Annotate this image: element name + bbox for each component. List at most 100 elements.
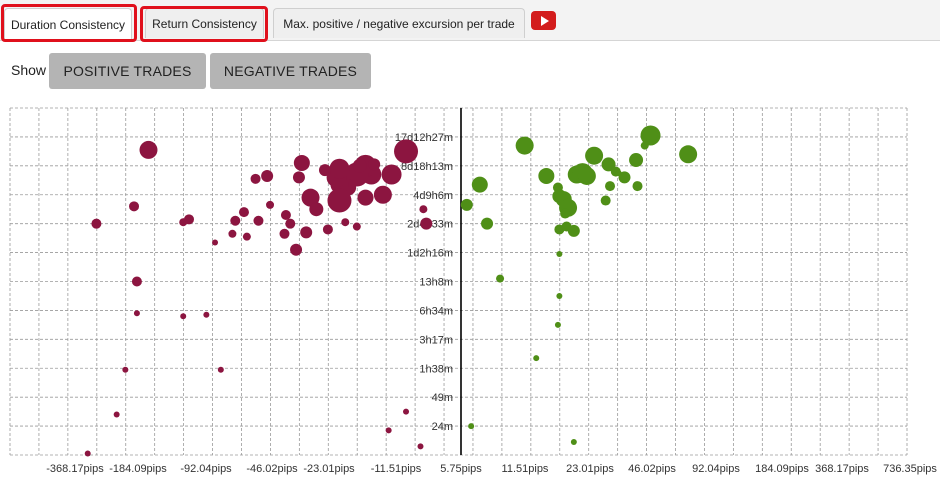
negative-trade-point [309, 202, 324, 217]
y-tick-label: 24m [432, 421, 453, 433]
tab-label: Return Consistency [152, 16, 257, 31]
negative-trade-point [230, 215, 241, 226]
negative-trade-point [253, 215, 264, 226]
negative-trade-point [419, 205, 428, 214]
negative-trade-point [133, 310, 140, 317]
negative-trade-point [250, 173, 261, 184]
negative-trade-point [139, 140, 158, 159]
y-tick-label: 13h8m [419, 277, 453, 289]
negative-trade-point [179, 218, 188, 227]
positive-trade-point [556, 251, 563, 258]
negative-trade-point [373, 185, 392, 204]
x-tick-label: -11.51pips [371, 463, 422, 475]
negative-trade-point [84, 450, 91, 457]
x-tick-label: -46.02pips [246, 463, 298, 475]
positive-trade-point [538, 167, 555, 184]
negative-trade-point [129, 201, 140, 212]
positive-trade-point [554, 321, 561, 328]
negative-trade-point [403, 408, 410, 415]
negative-trade-point [293, 154, 310, 171]
y-tick-label: 6h34m [419, 305, 453, 317]
tab-return-consistency[interactable]: Return Consistency [145, 8, 264, 38]
negative-trade-point [212, 239, 219, 246]
positive-trade-point [567, 224, 580, 237]
negative-trade-point [381, 164, 402, 185]
negative-trade-point [329, 158, 350, 179]
negative-trade-point [285, 218, 296, 229]
tab-label: Duration Consistency [10, 18, 126, 32]
positive-trade-point [618, 171, 631, 184]
negative-trade-point [91, 218, 102, 229]
negative-trade-point [238, 207, 249, 218]
show-label: Show [11, 62, 47, 78]
tab-duration-consistency[interactable]: Duration Consistency [4, 8, 132, 41]
negative-trade-point [266, 200, 275, 209]
positive-trade-point [632, 181, 643, 192]
negative-trade-point [301, 188, 320, 207]
y-tick-label: 8d18h13m [401, 161, 453, 173]
positive-trade-point [560, 208, 571, 219]
negative-trade-point [341, 218, 350, 227]
negative-trade-point [368, 158, 381, 171]
x-tick-label: 368.17pips [815, 463, 869, 475]
negative-trade-point [420, 217, 433, 230]
y-tick-label: 4d9h6m [413, 190, 453, 202]
positive-trade-point [533, 355, 540, 362]
negative-trade-point [357, 189, 374, 206]
x-tick-label: 92.04pips [692, 463, 740, 475]
positive-trade-point [679, 145, 698, 164]
positive-trade-point [460, 198, 473, 211]
y-tick-label: 1d2h16m [407, 248, 453, 260]
positive-trade-point [556, 292, 563, 299]
negative-trade-point [352, 222, 361, 231]
y-tick-label: 1h38m [419, 363, 453, 375]
negative-trade-point [300, 226, 313, 239]
x-tick-label: 46.02pips [628, 463, 676, 475]
positive-trade-point [471, 176, 488, 193]
x-tick-label: -23.01pips [303, 463, 355, 475]
negative-trade-point [319, 164, 332, 177]
positive-trade-point [570, 438, 577, 445]
positive-trades-button[interactable]: POSITIVE TRADES [49, 53, 206, 89]
negative-trade-point [385, 427, 392, 434]
positive-trade-point [585, 146, 604, 165]
x-tick-label: 5.75pips [440, 463, 482, 475]
negative-trade-point [131, 276, 142, 287]
negative-trade-point [180, 313, 187, 320]
tab-max-excursion[interactable]: Max. positive / negative excursion per t… [273, 8, 525, 38]
negative-trade-point [203, 311, 210, 318]
scatter-chart: 17d12h27m8d18h13m4d9h6m2d4h33m1d2h16m13h… [9, 107, 937, 475]
x-tick-label: -184.09pips [109, 463, 167, 475]
positive-trade-point [629, 153, 644, 168]
x-tick-label: 184.09pips [755, 463, 809, 475]
negative-trades-button[interactable]: NEGATIVE TRADES [210, 53, 371, 89]
x-tick-label: -92.04pips [180, 463, 232, 475]
negative-trade-point [113, 411, 120, 418]
positive-trade-point [601, 157, 616, 172]
positive-trade-point [605, 181, 616, 192]
negative-trade-point [417, 443, 424, 450]
positive-trade-point [481, 217, 494, 230]
negative-trade-point [261, 169, 274, 182]
positive-trade-point [496, 274, 505, 283]
negative-trade-point [122, 366, 129, 373]
tab-label: Max. positive / negative excursion per t… [283, 16, 515, 31]
positive-trade-point [640, 125, 661, 146]
tab-bar: Duration Consistency Return Consistency … [0, 0, 940, 42]
negative-trade-point [280, 209, 291, 220]
y-tick-label: 3h17m [419, 334, 453, 346]
negative-trade-point [290, 243, 303, 256]
positive-trade-point [577, 166, 596, 185]
negative-trade-point [228, 229, 237, 238]
y-tick-label: 49m [432, 392, 453, 404]
positive-trade-point [600, 195, 611, 206]
x-tick-label: 23.01pips [566, 463, 614, 475]
positive-trade-point [468, 423, 475, 430]
positive-trade-point [515, 136, 534, 155]
negative-trade-point [242, 232, 251, 241]
negative-trade-point [322, 224, 333, 235]
negative-trade-point [327, 188, 352, 213]
negative-trade-point [292, 171, 305, 184]
negative-trade-point [394, 139, 419, 164]
youtube-play-icon[interactable] [531, 11, 556, 30]
